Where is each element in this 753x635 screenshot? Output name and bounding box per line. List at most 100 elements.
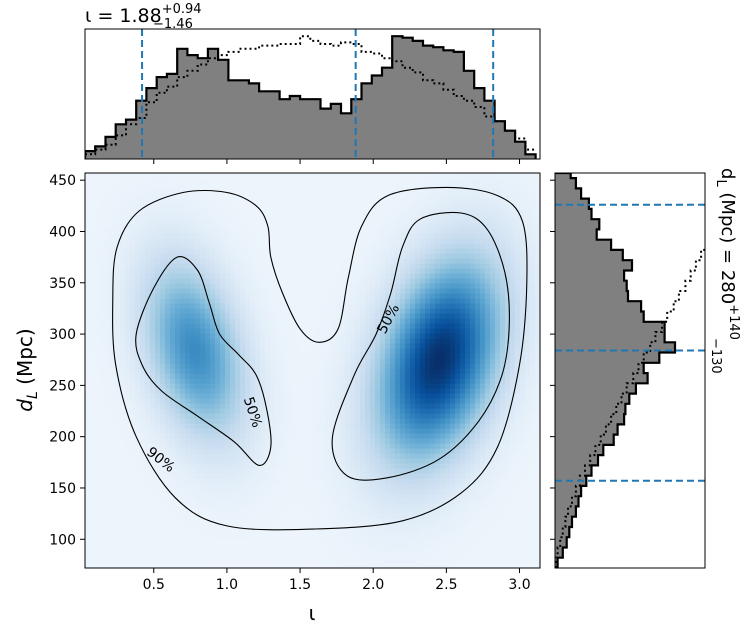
heatmap-cell bbox=[140, 508, 146, 514]
heatmap-cell bbox=[115, 548, 121, 554]
heatmap-cell bbox=[260, 513, 266, 519]
heatmap-cell bbox=[405, 398, 411, 404]
heatmap-cell bbox=[345, 463, 351, 469]
heatmap-cell bbox=[230, 553, 236, 559]
heatmap-cell bbox=[400, 448, 406, 454]
heatmap-cell bbox=[210, 388, 216, 394]
heatmap-cell bbox=[330, 498, 336, 504]
heatmap-cell bbox=[505, 538, 511, 544]
heatmap-cell bbox=[450, 333, 456, 339]
heatmap-cell bbox=[145, 563, 151, 568]
heatmap-cell bbox=[150, 303, 156, 309]
heatmap-cell bbox=[410, 308, 416, 314]
heatmap-cell bbox=[495, 543, 501, 549]
heatmap-cell bbox=[480, 488, 486, 494]
heatmap-cell bbox=[295, 298, 301, 304]
heatmap-cell bbox=[470, 458, 476, 464]
heatmap-cell bbox=[160, 368, 166, 374]
heatmap-cell bbox=[170, 418, 176, 424]
heatmap-cell bbox=[465, 398, 471, 404]
heatmap-cell bbox=[520, 418, 526, 424]
heatmap-cell bbox=[300, 413, 306, 419]
heatmap-cell bbox=[500, 338, 506, 344]
heatmap-cell bbox=[430, 413, 436, 419]
heatmap-cell bbox=[260, 303, 266, 309]
heatmap-cell bbox=[525, 338, 531, 344]
heatmap-cell bbox=[110, 478, 116, 484]
heatmap-cell bbox=[430, 298, 436, 304]
heatmap-cell bbox=[470, 513, 476, 519]
heatmap-cell bbox=[185, 383, 191, 389]
heatmap-cell bbox=[210, 318, 216, 324]
heatmap-cell bbox=[330, 393, 336, 399]
heatmap-cell bbox=[500, 303, 506, 309]
heatmap-cell bbox=[350, 553, 356, 559]
heatmap-cell bbox=[295, 353, 301, 359]
heatmap-cell bbox=[425, 468, 431, 474]
heatmap-cell bbox=[280, 313, 286, 319]
heatmap-cell bbox=[155, 423, 161, 429]
heatmap-cell bbox=[250, 548, 256, 554]
heatmap-cell bbox=[450, 458, 456, 464]
heatmap-cell bbox=[195, 298, 201, 304]
heatmap-cell bbox=[450, 463, 456, 469]
heatmap-cell bbox=[185, 373, 191, 379]
heatmap-cell bbox=[480, 463, 486, 469]
heatmap-cell bbox=[325, 488, 331, 494]
heatmap-cell bbox=[220, 323, 226, 329]
heatmap-cell bbox=[95, 363, 101, 369]
heatmap-cell bbox=[465, 388, 471, 394]
heatmap-cell bbox=[480, 353, 486, 359]
heatmap-cell bbox=[410, 533, 416, 539]
heatmap-cell bbox=[125, 438, 131, 444]
heatmap-cell bbox=[210, 483, 216, 489]
heatmap-cell bbox=[110, 348, 116, 354]
inclination-summary-value: ι = 1.88 bbox=[85, 5, 162, 27]
heatmap-cell bbox=[445, 383, 451, 389]
heatmap-cell bbox=[460, 373, 466, 379]
heatmap-cell bbox=[435, 453, 441, 459]
heatmap-cell bbox=[355, 303, 361, 309]
heatmap-cell bbox=[525, 508, 531, 514]
heatmap-cell bbox=[210, 473, 216, 479]
heatmap-cell bbox=[210, 383, 216, 389]
heatmap-cell bbox=[195, 308, 201, 314]
heatmap-cell bbox=[270, 303, 276, 309]
heatmap-cell bbox=[475, 438, 481, 444]
heatmap-cell bbox=[120, 378, 126, 384]
heatmap-cell bbox=[255, 438, 261, 444]
heatmap-cell bbox=[405, 548, 411, 554]
heatmap-cell bbox=[495, 463, 501, 469]
heatmap-cell bbox=[475, 298, 481, 304]
heatmap-cell bbox=[375, 548, 381, 554]
heatmap-cell bbox=[450, 358, 456, 364]
heatmap-cell bbox=[305, 473, 311, 479]
heatmap-cell bbox=[435, 483, 441, 489]
heatmap-cell bbox=[310, 458, 316, 464]
heatmap-cell bbox=[455, 413, 461, 419]
heatmap-cell bbox=[220, 308, 226, 314]
heatmap-cell bbox=[370, 493, 376, 499]
heatmap-cell bbox=[415, 413, 421, 419]
heatmap-cell bbox=[305, 388, 311, 394]
heatmap-cell bbox=[235, 353, 241, 359]
heatmap-cell bbox=[100, 383, 106, 389]
heatmap-cell bbox=[415, 533, 421, 539]
heatmap-cell bbox=[460, 468, 466, 474]
heatmap-cell bbox=[320, 533, 326, 539]
heatmap-cell bbox=[235, 528, 241, 534]
heatmap-cell bbox=[245, 413, 251, 419]
heatmap-cell bbox=[340, 528, 346, 534]
heatmap-cell bbox=[185, 448, 191, 454]
heatmap-cell bbox=[370, 518, 376, 524]
heatmap-cell bbox=[405, 498, 411, 504]
heatmap-cell bbox=[235, 448, 241, 454]
heatmap-cell bbox=[115, 488, 121, 494]
heatmap-cell bbox=[320, 348, 326, 354]
heatmap-cell bbox=[490, 353, 496, 359]
heatmap-cell bbox=[495, 378, 501, 384]
heatmap-cell bbox=[405, 463, 411, 469]
heatmap-cell bbox=[490, 408, 496, 414]
heatmap-cell bbox=[410, 318, 416, 324]
